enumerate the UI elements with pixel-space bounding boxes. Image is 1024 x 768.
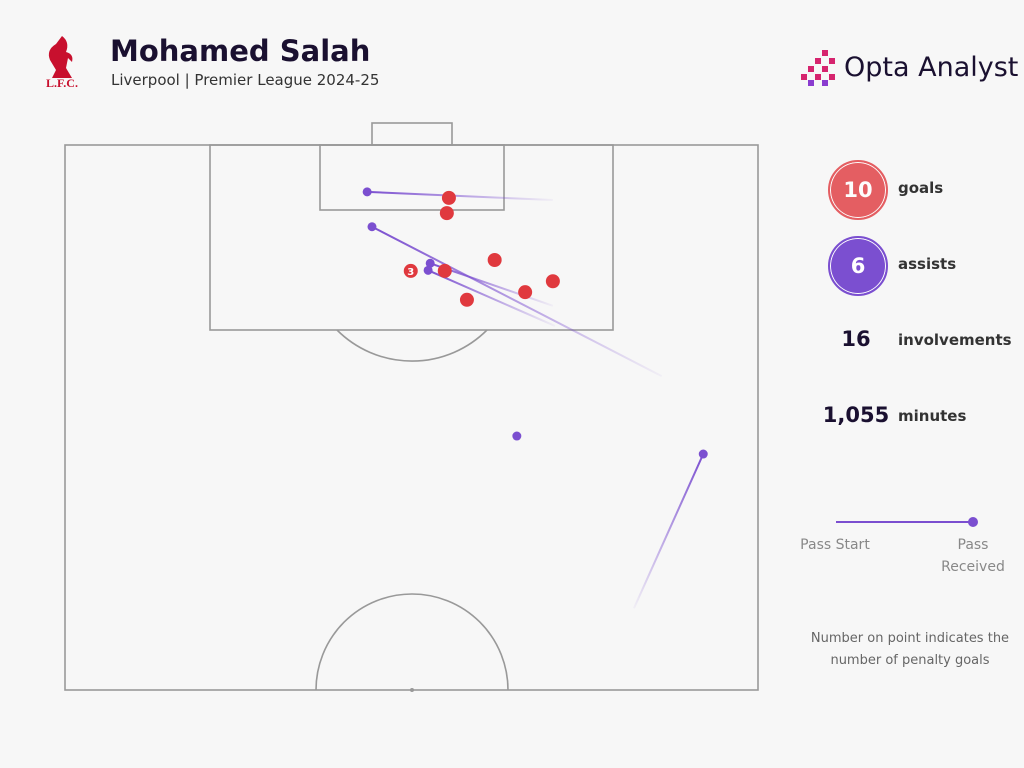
stat-label: assists (898, 255, 957, 273)
title: Mohamed Salah (110, 34, 371, 68)
legend-start: Pass Start (800, 537, 870, 553)
pass-received (423, 265, 433, 275)
goal (437, 263, 452, 278)
pass-line (633, 453, 705, 609)
pass-received (367, 222, 377, 232)
legend-received: Pass Received (941, 537, 1005, 575)
stat-value: 16 (841, 327, 871, 351)
goal (518, 285, 533, 300)
goal (439, 206, 454, 221)
legend-dot (968, 517, 978, 527)
penalty-badge (403, 263, 418, 278)
pass-received (362, 187, 372, 197)
pass-received (512, 431, 522, 441)
penalty-count: 3 (407, 267, 414, 278)
pass-line (367, 190, 553, 202)
brand: Opta Analyst (844, 52, 1019, 83)
pass-line (371, 225, 663, 377)
goal (459, 292, 474, 307)
subtitle: Liverpool | Premier League 2024-25 (111, 71, 380, 89)
pitch-lines (64, 122, 759, 691)
brand-mark (801, 50, 835, 86)
pass-line (427, 269, 556, 327)
club-crest (48, 36, 73, 78)
club-logo: L.F.C. (46, 76, 78, 90)
marks: 3 (362, 187, 708, 609)
stat-label: goals (898, 179, 944, 197)
pass-received (425, 258, 435, 268)
goal (545, 274, 560, 289)
centre-spot (410, 688, 414, 692)
stat-label: involvements (898, 331, 1012, 349)
goal (487, 252, 502, 267)
goal (441, 190, 456, 205)
note: Number on point indicates the number of … (810, 631, 1010, 668)
stat-value: 6 (828, 236, 888, 296)
stat-value: 1,055 (822, 403, 890, 427)
stat-label: minutes (898, 407, 967, 425)
pass-received (698, 449, 708, 459)
stat-value: 10 (828, 160, 888, 220)
